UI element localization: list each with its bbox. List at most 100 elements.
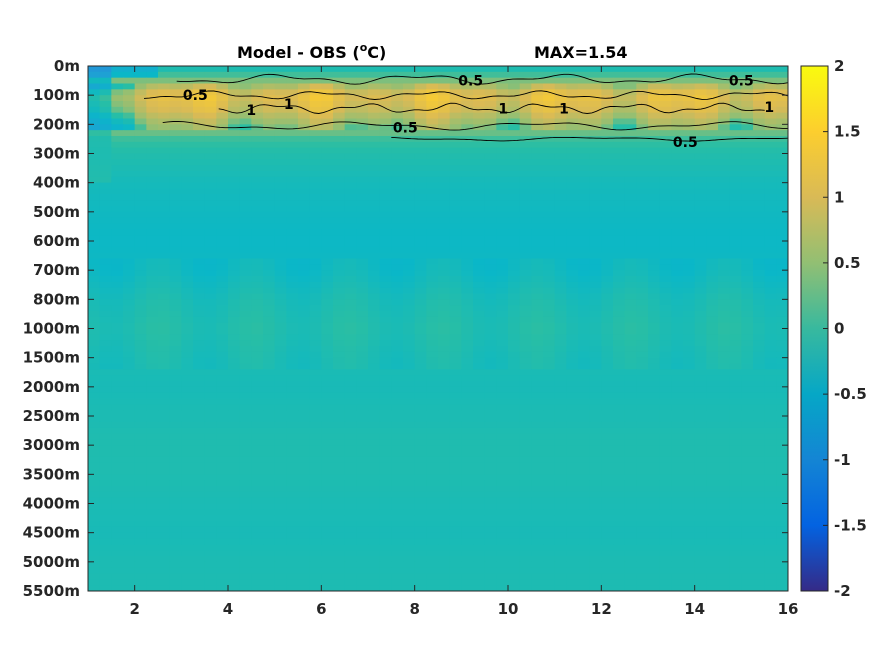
heatmap-cell [403, 346, 416, 353]
heatmap-cell [554, 89, 567, 96]
heatmap-cell [718, 526, 731, 534]
heatmap-cell [718, 159, 731, 166]
heatmap-cell [461, 171, 474, 178]
heatmap-cell [636, 509, 649, 516]
heatmap-cell [718, 357, 731, 365]
heatmap-cell [531, 439, 544, 446]
heatmap-cell [578, 322, 591, 330]
heatmap-cell [391, 462, 404, 470]
heatmap-cell [718, 311, 731, 318]
heatmap-cell [753, 445, 766, 452]
heatmap-cell [776, 89, 788, 96]
heatmap-cell [298, 182, 311, 190]
heatmap-cell [753, 526, 766, 534]
heatmap-cell [263, 416, 276, 423]
heatmap-cell [123, 130, 136, 137]
heatmap-cell [333, 346, 346, 353]
heatmap-cell [251, 369, 264, 376]
heatmap-cell [648, 381, 661, 388]
heatmap-cell [146, 421, 159, 429]
heatmap-cell [543, 165, 556, 172]
heatmap-cell [274, 386, 287, 394]
heatmap-cell [123, 159, 136, 166]
heatmap-cell [508, 171, 521, 178]
heatmap-cell [776, 270, 788, 277]
heatmap-cell [426, 340, 439, 347]
heatmap-cell [321, 351, 334, 359]
heatmap-cell [776, 544, 788, 551]
heatmap-cell [146, 526, 159, 534]
heatmap-cell [718, 305, 731, 312]
heatmap-cell [718, 95, 731, 102]
heatmap-cell [298, 235, 311, 242]
heatmap-cell [111, 386, 124, 394]
heatmap-cell [298, 526, 311, 534]
heatmap-cell [519, 136, 532, 143]
heatmap-cell [414, 159, 427, 166]
heatmap-cell [753, 124, 766, 131]
heatmap-cell [134, 77, 147, 85]
heatmap-cell [368, 456, 381, 464]
heatmap-cell [683, 421, 696, 429]
heatmap-cell [496, 217, 509, 225]
heatmap-cell [508, 71, 521, 79]
heatmap-cell [146, 433, 159, 440]
heatmap-cell [333, 305, 346, 312]
heatmap-cell [519, 357, 532, 365]
heatmap-cell [496, 509, 509, 516]
heatmap-cell [519, 252, 532, 260]
heatmap-cell [228, 439, 241, 446]
heatmap-cell [566, 480, 579, 487]
heatmap-cell [601, 322, 614, 330]
heatmap-cell [484, 439, 497, 446]
heatmap-cell [543, 363, 556, 370]
heatmap-cell [648, 351, 661, 359]
heatmap-cell [624, 386, 637, 394]
heatmap-cell [543, 281, 556, 289]
heatmap-cell [613, 497, 626, 505]
heatmap-cell [403, 223, 416, 230]
heatmap-cell [146, 305, 159, 312]
heatmap-cell [484, 147, 497, 155]
heatmap-cell [659, 194, 672, 201]
heatmap-cell [333, 194, 346, 201]
heatmap-cell [356, 515, 369, 522]
heatmap-cell [753, 439, 766, 446]
heatmap-cell [309, 276, 322, 283]
heatmap-cell [624, 147, 637, 155]
heatmap-cell [251, 480, 264, 487]
heatmap-cell [356, 136, 369, 143]
heatmap-cell [216, 270, 229, 277]
heatmap-cell [181, 252, 194, 260]
heatmap-cell [636, 322, 649, 330]
heatmap-cell [753, 264, 766, 271]
heatmap-cell [473, 357, 486, 365]
heatmap-cell [729, 211, 742, 219]
heatmap-cell [648, 328, 661, 335]
heatmap-cell [309, 246, 322, 254]
heatmap-cell [519, 270, 532, 277]
heatmap-cell [566, 200, 579, 207]
heatmap-cell [578, 299, 591, 306]
heatmap-cell [216, 334, 229, 341]
heatmap-cell [368, 106, 381, 114]
heatmap-cell [671, 328, 684, 335]
heatmap-cell [391, 235, 404, 242]
heatmap-cell [624, 439, 637, 446]
heatmap-cell [111, 456, 124, 464]
heatmap-cell [543, 83, 556, 90]
heatmap-cell [508, 101, 521, 108]
heatmap-cell [461, 188, 474, 195]
heatmap-cell [356, 147, 369, 155]
heatmap-cell [216, 526, 229, 534]
heatmap-cell [111, 147, 124, 155]
heatmap-cell [578, 491, 591, 499]
heatmap-cell [519, 468, 532, 475]
heatmap-cell [251, 491, 264, 499]
heatmap-cell [438, 206, 451, 213]
heatmap-cell [193, 351, 206, 359]
heatmap-cell [169, 328, 182, 335]
heatmap-cell [251, 252, 264, 260]
heatmap-cell [648, 200, 661, 207]
heatmap-cell [578, 328, 591, 335]
